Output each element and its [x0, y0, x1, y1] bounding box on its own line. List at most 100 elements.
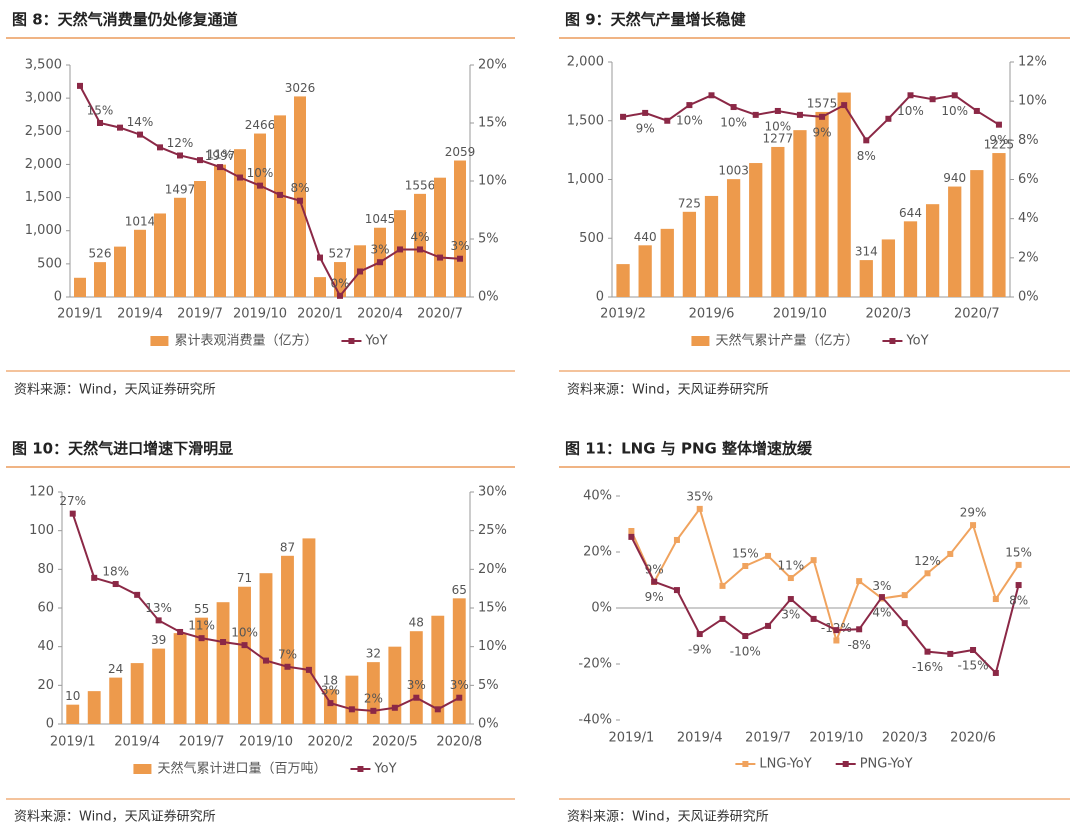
line-label: 3%	[781, 608, 800, 622]
marker	[833, 637, 840, 644]
y-tick-label: 0	[596, 290, 604, 305]
y2-tick-label: 15%	[478, 601, 507, 616]
marker	[137, 131, 143, 138]
marker	[970, 647, 977, 653]
line-label: 0%	[330, 276, 349, 290]
line-label: 10%	[897, 104, 924, 118]
y-tick-label: -20%	[578, 657, 612, 672]
line-label: 10%	[247, 166, 274, 180]
marker	[370, 707, 377, 714]
marker	[317, 254, 323, 261]
bar-label: 2059	[445, 145, 476, 159]
bar-label: 3026	[285, 81, 316, 95]
bar	[134, 229, 146, 297]
legend-label: YoY	[364, 334, 387, 349]
bar	[195, 617, 209, 724]
bar-label: 644	[899, 206, 922, 220]
line-label: -9%	[688, 643, 711, 657]
bar-label: 1575	[807, 96, 838, 110]
bar-label: 1556	[405, 178, 436, 192]
bar	[414, 193, 426, 297]
line-label: 3%	[407, 678, 426, 692]
bar	[992, 153, 1006, 297]
marker	[787, 596, 794, 603]
legend-swatch	[842, 761, 849, 767]
y2-tick-label: 15%	[478, 116, 507, 131]
line-label: -8%	[847, 638, 870, 652]
y2-tick-label: 20%	[478, 562, 507, 577]
y-tick-label: 0%	[591, 601, 612, 616]
x-tick-label: 2020/1	[297, 307, 343, 322]
marker	[765, 622, 772, 629]
y2-tick-label: 6%	[1018, 172, 1039, 187]
bar	[903, 221, 918, 297]
bar	[259, 573, 273, 724]
marker	[708, 92, 715, 99]
line-label: -15%	[958, 659, 989, 673]
marker	[856, 578, 863, 585]
x-tick-label: 2020/6	[950, 731, 996, 746]
legend-swatch	[150, 336, 169, 346]
bar-label: 314	[855, 245, 878, 259]
marker	[810, 557, 817, 564]
marker	[901, 620, 908, 627]
source: 资料来源：Wind，天风证券研究所	[567, 382, 769, 398]
x-tick-label: 2019/7	[177, 307, 223, 322]
bar	[194, 181, 206, 297]
bar	[452, 598, 466, 724]
chart-title: 图 11：LNG 与 PNG 整体增速放缓	[565, 440, 813, 458]
marker	[642, 109, 649, 116]
bar	[314, 277, 326, 297]
marker	[1015, 582, 1022, 589]
marker	[924, 570, 931, 577]
line-label: 8%	[1009, 594, 1028, 608]
legend-swatch	[742, 761, 749, 767]
line-label: 10%	[941, 104, 968, 118]
bar	[726, 179, 741, 297]
bar	[302, 538, 316, 724]
bar-label: 1045	[365, 212, 396, 226]
bar-label: 1014	[125, 214, 156, 228]
x-tick-label: 2019/10	[233, 307, 287, 322]
legend-swatch	[357, 766, 364, 772]
marker	[651, 578, 658, 585]
marker	[947, 650, 954, 657]
bar	[970, 170, 984, 297]
x-tick-label: 2019/4	[677, 731, 723, 746]
marker	[833, 627, 840, 634]
marker	[819, 113, 826, 120]
y2-tick-label: 20%	[478, 58, 507, 73]
marker	[437, 254, 443, 261]
x-tick-label: 2019/10	[239, 735, 293, 750]
y-tick-label: 1,500	[567, 113, 604, 128]
y2-tick-label: 4%	[1018, 211, 1039, 226]
line-label: 15%	[87, 104, 114, 118]
y-tick-label: 80	[37, 562, 54, 577]
marker	[664, 117, 671, 124]
line-label: 13%	[145, 601, 172, 615]
y-tick-label: 40%	[583, 489, 612, 504]
legend-label: LNG-YoY	[759, 757, 811, 772]
bar	[214, 164, 226, 297]
line-label: -16%	[912, 660, 943, 674]
legend-label: PNG-YoY	[860, 757, 913, 772]
bar	[114, 246, 126, 297]
bar	[281, 555, 294, 724]
marker	[841, 102, 848, 109]
y-tick-label: 2,500	[25, 124, 62, 139]
marker	[297, 197, 303, 204]
bar-label: 440	[634, 230, 657, 244]
x-tick-label: 2020/3	[866, 307, 912, 322]
line-label: 3%	[450, 678, 469, 692]
marker	[907, 92, 914, 99]
line-label: 29%	[960, 506, 987, 520]
bar	[152, 648, 166, 724]
bar	[74, 277, 86, 297]
marker	[377, 259, 383, 266]
marker	[397, 246, 403, 253]
line-label: 10%	[676, 114, 703, 128]
bar-label: 65	[452, 583, 467, 597]
marker	[91, 574, 98, 581]
y-tick-label: 1,000	[25, 223, 62, 238]
marker	[1015, 561, 1022, 568]
